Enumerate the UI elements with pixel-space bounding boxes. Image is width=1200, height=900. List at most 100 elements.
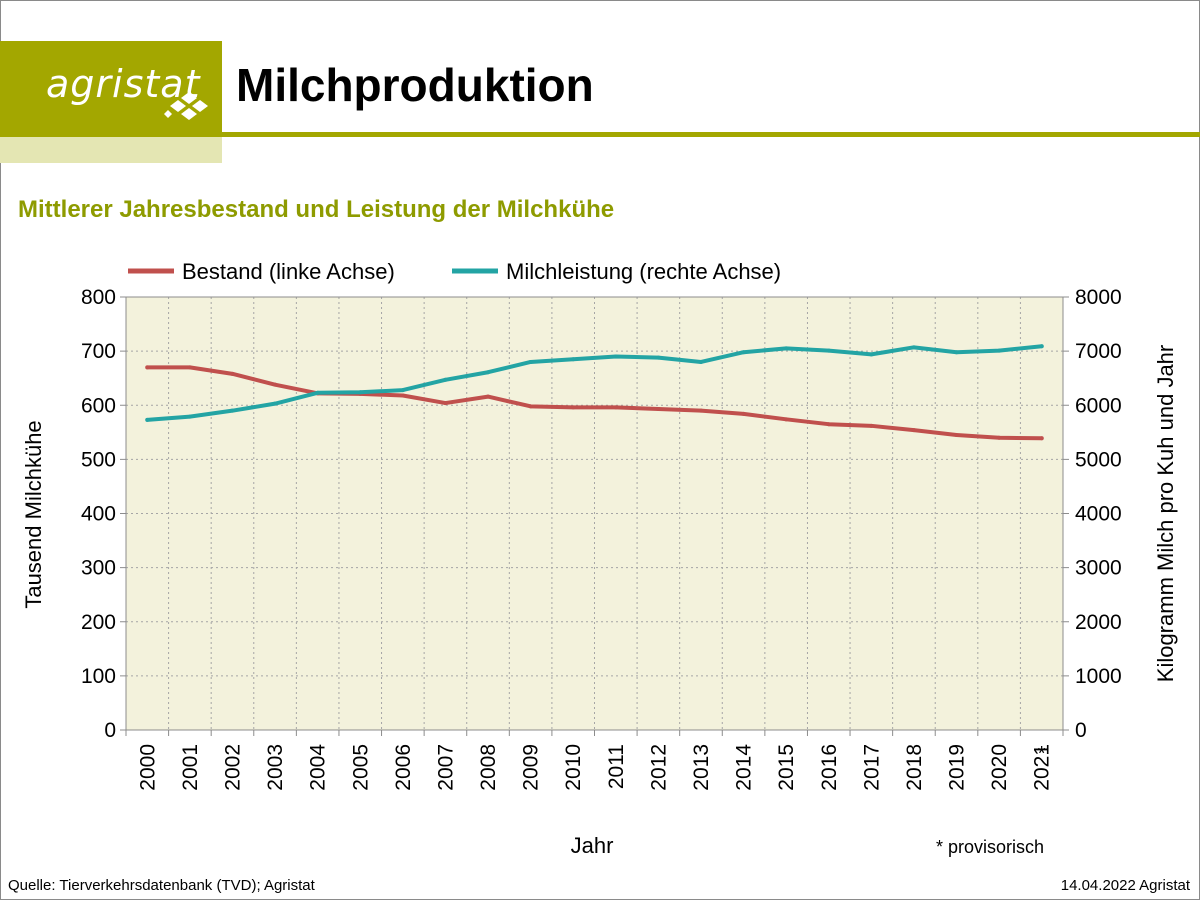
y-left-tick-label: 700 xyxy=(81,340,116,363)
x-tick-label: 2001 xyxy=(179,744,202,791)
data-point-series-1 xyxy=(997,435,1002,440)
x-provisional-marker: * xyxy=(1038,743,1046,765)
title-underline xyxy=(222,132,1200,137)
y-right-tick-label: 3000 xyxy=(1075,557,1122,580)
logo-block xyxy=(0,41,222,137)
data-point-series-1 xyxy=(145,365,150,370)
data-point-series-1 xyxy=(656,407,661,412)
x-axis-title: Jahr xyxy=(571,833,614,858)
x-tick-label: 2013 xyxy=(690,744,713,791)
x-tick-label: 2006 xyxy=(392,744,415,791)
data-point-series-2 xyxy=(443,377,448,382)
data-point-series-1 xyxy=(698,408,703,413)
x-tick-label: 2014 xyxy=(733,744,756,791)
y-left-tick-label: 400 xyxy=(81,503,116,526)
y-left-tick-label: 800 xyxy=(81,286,116,309)
data-point-series-1 xyxy=(741,411,746,416)
x-tick-label: 2016 xyxy=(818,744,841,791)
data-point-series-2 xyxy=(145,417,150,422)
data-point-series-2 xyxy=(187,414,192,419)
data-point-series-1 xyxy=(571,405,576,410)
data-point-series-2 xyxy=(698,359,703,364)
data-point-series-1 xyxy=(230,371,235,376)
x-tick-label: 2007 xyxy=(434,744,457,791)
x-tick-label: 2004 xyxy=(307,744,330,791)
y-right-tick-label: 7000 xyxy=(1075,340,1122,363)
data-point-series-2 xyxy=(358,390,363,395)
data-point-series-2 xyxy=(571,357,576,362)
data-point-series-1 xyxy=(911,428,916,433)
data-point-series-2 xyxy=(486,370,491,375)
data-point-series-2 xyxy=(1039,344,1044,349)
data-point-series-1 xyxy=(869,423,874,428)
data-point-series-2 xyxy=(613,354,618,359)
date-footer: 14.04.2022 Agristat xyxy=(1060,877,1190,894)
x-tick-label: 2008 xyxy=(477,744,500,791)
data-point-series-1 xyxy=(443,401,448,406)
data-point-series-1 xyxy=(400,393,405,398)
y-left-tick-label: 100 xyxy=(81,665,116,688)
x-tick-label: 2015 xyxy=(775,744,798,791)
chart-subtitle: Mittlerer Jahresbestand und Leistung der… xyxy=(18,196,615,223)
x-tick-label: 2005 xyxy=(349,744,372,791)
data-point-series-2 xyxy=(741,350,746,355)
y-left-tick-label: 600 xyxy=(81,394,116,417)
data-point-series-2 xyxy=(954,350,959,355)
x-tick-label: 2002 xyxy=(221,744,244,791)
data-point-series-2 xyxy=(784,346,789,351)
data-point-series-2 xyxy=(400,388,405,393)
data-point-series-1 xyxy=(273,382,278,387)
y-right-tick-label: 4000 xyxy=(1075,503,1122,526)
series-line-1 xyxy=(145,365,1044,441)
data-point-series-2 xyxy=(528,359,533,364)
legend-label-1: Bestand (linke Achse) xyxy=(182,259,395,284)
x-tick-label: 2000 xyxy=(136,744,159,791)
x-tick-label: 2012 xyxy=(647,744,670,791)
y-left-axis-title: Tausend Milchkühe xyxy=(21,420,46,608)
x-tick-label: 2017 xyxy=(860,744,883,791)
logo-diamond-icon xyxy=(164,92,208,120)
data-point-series-1 xyxy=(1039,436,1044,441)
legend-label-2: Milchleistung (rechte Achse) xyxy=(506,259,781,284)
data-point-series-2 xyxy=(273,401,278,406)
data-point-series-1 xyxy=(613,405,618,410)
x-tick-label: 2021 xyxy=(1031,744,1054,791)
x-tick-label: 2011 xyxy=(605,744,628,789)
data-point-series-2 xyxy=(911,345,916,350)
data-point-series-2 xyxy=(869,352,874,357)
data-point-series-1 xyxy=(784,417,789,422)
source-footer: Quelle: Tierverkehrsdatenbank (TVD); Agr… xyxy=(8,877,315,894)
y-right-tick-label: 0 xyxy=(1075,719,1087,742)
y-left-tick-label: 500 xyxy=(81,448,116,471)
y-right-axis-title: Kilogramm Milch pro Kuh und Jahr xyxy=(1153,345,1178,682)
y-right-tick-label: 6000 xyxy=(1075,394,1122,417)
data-point-series-2 xyxy=(656,355,661,360)
y-left-tick-label: 0 xyxy=(104,719,116,742)
logo-underbar xyxy=(0,137,222,163)
x-tick-label: 2020 xyxy=(988,744,1011,791)
series-line-2 xyxy=(145,344,1044,422)
data-point-series-1 xyxy=(486,394,491,399)
y-right-tick-label: 8000 xyxy=(1075,286,1122,309)
provisional-note: * provisorisch xyxy=(936,837,1045,857)
data-point-series-1 xyxy=(187,365,192,370)
x-tick-label: 2018 xyxy=(903,744,926,791)
y-right-tick-label: 1000 xyxy=(1075,665,1122,688)
y-right-tick-label: 2000 xyxy=(1075,611,1122,634)
data-point-series-1 xyxy=(528,404,533,409)
x-tick-label: 2003 xyxy=(264,744,287,791)
data-point-series-1 xyxy=(954,433,959,438)
data-point-series-2 xyxy=(230,408,235,413)
data-point-series-2 xyxy=(315,390,320,395)
data-point-series-2 xyxy=(997,348,1002,353)
data-point-series-1 xyxy=(826,422,831,427)
x-tick-label: 2010 xyxy=(562,744,585,791)
y-right-tick-label: 5000 xyxy=(1075,448,1122,471)
x-tick-label: 2019 xyxy=(946,744,969,791)
x-tick-label: 2009 xyxy=(520,744,543,791)
page-title: Milchproduktion xyxy=(236,59,594,111)
logo-text: agristat xyxy=(46,62,201,106)
y-left-tick-label: 300 xyxy=(81,557,116,580)
y-left-tick-label: 200 xyxy=(81,611,116,634)
